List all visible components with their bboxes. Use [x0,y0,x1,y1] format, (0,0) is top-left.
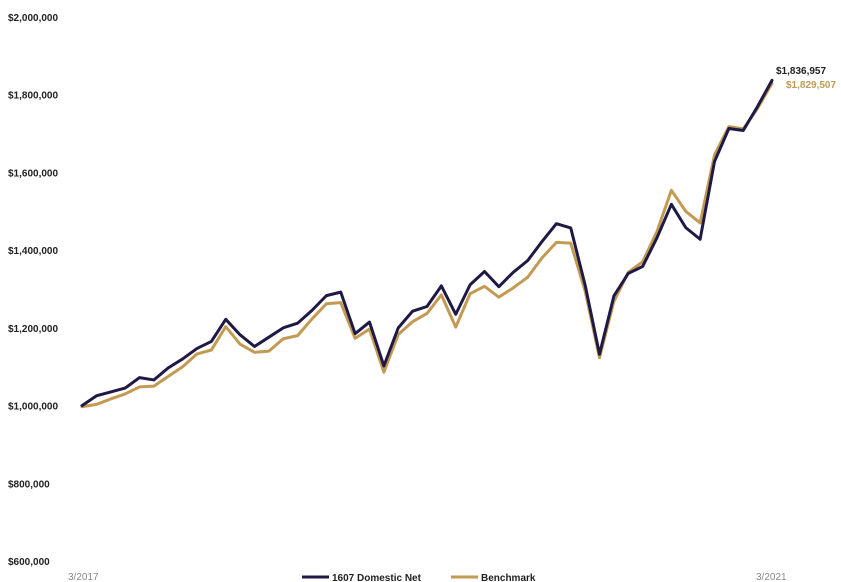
y-tick-label: $1,400,000 [8,246,58,257]
end-label-domestic-net: $1,836,957 [776,66,826,77]
legend-label-domestic-net: 1607 Domestic Net [332,573,422,582]
end-label-benchmark: $1,829,507 [786,80,836,91]
series-layer [80,78,774,409]
x-tick-label: 3/2021 [756,572,787,582]
y-tick-label: $800,000 [8,479,50,490]
y-tick-label: $1,600,000 [8,168,58,179]
series-line-benchmark [80,81,774,409]
legend: 1607 Domestic Net Benchmark [302,573,536,582]
end-labels: $1,836,957 $1,829,507 [776,66,836,91]
y-axis: $600,000 $800,000 $1,000,000 $1,200,000 $1,4… [8,13,58,568]
y-tick-label: $2,000,000 [8,13,58,24]
y-tick-label: $1,800,000 [8,91,58,102]
legend-label-benchmark: Benchmark [481,573,536,582]
y-tick-label: $1,200,000 [8,324,58,335]
x-axis: 3/2017 3/2021 [68,572,787,582]
x-tick-label: 3/2017 [68,572,99,582]
y-tick-label: $600,000 [8,557,50,568]
y-tick-label: $1,000,000 [8,402,58,413]
series-line-domestic-net [80,78,774,408]
